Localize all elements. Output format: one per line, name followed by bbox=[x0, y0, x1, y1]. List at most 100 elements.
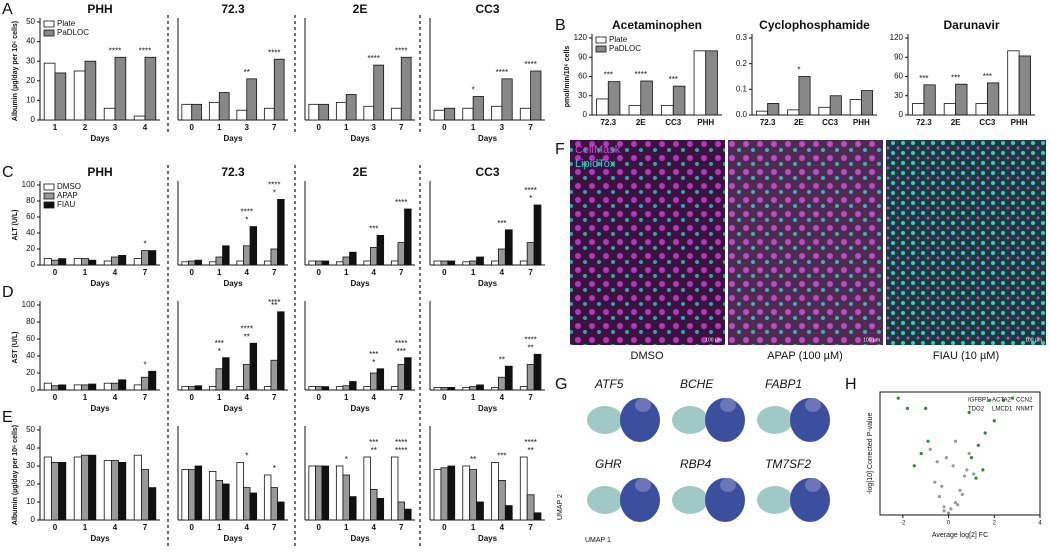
significance: * bbox=[273, 464, 276, 473]
bar bbox=[476, 256, 484, 266]
bar bbox=[277, 311, 285, 391]
y-tick-label: 60 bbox=[26, 334, 35, 343]
y-tick-label: 30 bbox=[578, 91, 587, 100]
significance: **** bbox=[395, 446, 407, 455]
bar bbox=[222, 483, 230, 521]
x-tick-label: 4 bbox=[1038, 521, 1042, 527]
bar bbox=[88, 259, 97, 266]
umap-blob bbox=[805, 398, 821, 412]
significance: *** bbox=[397, 347, 406, 356]
significance: * bbox=[345, 455, 348, 464]
bar bbox=[923, 84, 936, 116]
legend-swatch bbox=[595, 45, 607, 53]
x-tick-label: PHH bbox=[853, 118, 870, 127]
bar bbox=[215, 479, 223, 521]
significance: **** bbox=[524, 60, 536, 69]
legend-label: Plate bbox=[57, 19, 76, 28]
x-tick-label: 0 bbox=[190, 393, 195, 402]
point bbox=[919, 451, 923, 456]
bar bbox=[661, 104, 674, 116]
bar bbox=[986, 82, 1000, 116]
x-tick-label: 4 bbox=[245, 523, 250, 532]
significance: * bbox=[472, 86, 475, 95]
bar bbox=[181, 103, 193, 121]
bar bbox=[504, 505, 513, 521]
subplot-title: Acetaminophen bbox=[612, 18, 702, 32]
bar bbox=[370, 488, 378, 521]
y-tick-label: 100 bbox=[22, 300, 36, 309]
bar bbox=[829, 95, 842, 116]
point bbox=[946, 511, 951, 515]
legend-label: CellMask bbox=[575, 144, 621, 156]
bar bbox=[222, 357, 230, 391]
y-axis-label: AST (U/L) bbox=[12, 332, 19, 364]
bar bbox=[181, 469, 189, 521]
bar bbox=[243, 487, 251, 521]
subplot-title: Cyclophosphamide bbox=[759, 18, 870, 32]
subplot-title: 2E bbox=[353, 2, 368, 16]
significance: *** bbox=[369, 225, 378, 234]
x-tick-label: 1 bbox=[83, 523, 88, 532]
bar bbox=[73, 70, 86, 121]
bar bbox=[390, 107, 402, 121]
significance: * bbox=[273, 189, 276, 198]
umap-blob bbox=[587, 406, 623, 434]
bar bbox=[469, 469, 477, 521]
bar bbox=[263, 474, 272, 521]
bar bbox=[433, 109, 445, 121]
bar bbox=[335, 101, 347, 121]
bar bbox=[397, 242, 405, 266]
legend-label: PaDLOC bbox=[57, 28, 89, 37]
x-tick-label: 1 bbox=[471, 523, 476, 532]
x-tick-label: 1 bbox=[83, 393, 88, 402]
significance: *** bbox=[215, 339, 224, 348]
significance: **** bbox=[496, 68, 508, 77]
x-tick-label: PHH bbox=[697, 118, 714, 127]
point bbox=[1010, 396, 1015, 400]
significance: **** bbox=[268, 48, 280, 57]
umap-blob bbox=[705, 478, 745, 522]
significance: **** bbox=[268, 298, 280, 307]
bar bbox=[335, 386, 344, 391]
legend-swatch bbox=[43, 29, 55, 37]
bar bbox=[133, 258, 142, 266]
x-tick-label: 2 bbox=[83, 123, 88, 132]
point bbox=[940, 484, 944, 488]
umap-blob bbox=[720, 478, 736, 492]
point bbox=[953, 501, 958, 505]
bar bbox=[440, 467, 449, 521]
significance: * bbox=[143, 240, 146, 249]
bar bbox=[73, 384, 82, 391]
bar bbox=[111, 256, 120, 266]
x-tick-label: 0 bbox=[442, 523, 447, 532]
x-axis-label: Average log[2] FC bbox=[932, 532, 988, 539]
x-axis-label: Days bbox=[90, 534, 110, 543]
legend-label: Plate bbox=[609, 35, 628, 44]
x-tick-label: 4 bbox=[113, 393, 118, 402]
bar bbox=[491, 461, 499, 521]
significance: **** bbox=[241, 324, 253, 333]
x-tick-label: 1 bbox=[471, 393, 476, 402]
y-tick-label: 80 bbox=[26, 196, 35, 205]
x-axis-label: Days bbox=[223, 279, 243, 288]
x-tick-label: 2E bbox=[636, 118, 646, 127]
panel-letter: E bbox=[2, 409, 13, 426]
bar bbox=[433, 469, 442, 521]
bar bbox=[140, 250, 149, 266]
point bbox=[969, 456, 974, 460]
bar bbox=[58, 384, 67, 391]
bar bbox=[208, 101, 220, 121]
y-tick-label: 30 bbox=[26, 461, 35, 470]
x-tick-label: 4 bbox=[113, 268, 118, 277]
bar bbox=[363, 260, 371, 266]
separators bbox=[167, 15, 421, 548]
bar bbox=[390, 260, 399, 266]
bar bbox=[349, 251, 357, 266]
bar bbox=[188, 386, 196, 391]
significance: *** bbox=[983, 72, 992, 81]
x-tick-label: 3 bbox=[113, 123, 118, 132]
x-tick-label: 4 bbox=[245, 393, 250, 402]
point bbox=[972, 472, 976, 476]
x-tick-label: 4 bbox=[372, 393, 377, 402]
bar bbox=[73, 258, 82, 266]
